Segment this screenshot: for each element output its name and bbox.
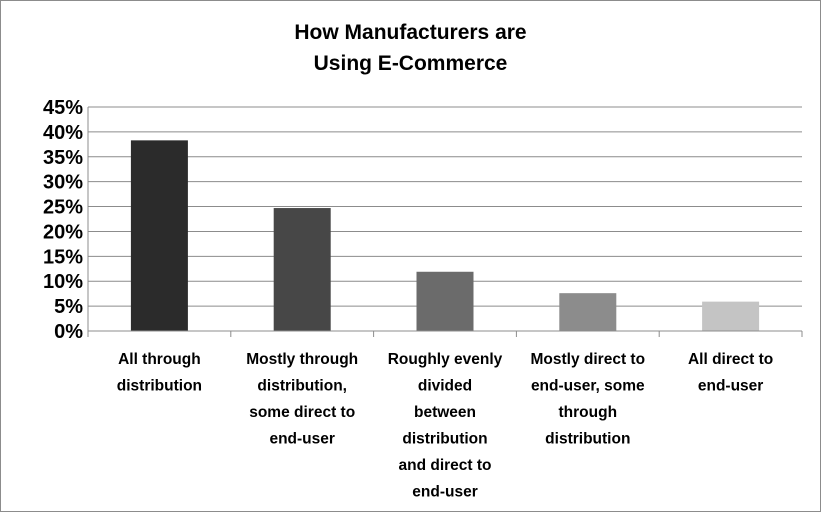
y-tick-label: 25% <box>43 197 83 219</box>
y-tick-label: 30% <box>43 172 83 194</box>
bar <box>702 301 760 331</box>
y-tick-label: 40% <box>43 122 83 144</box>
chart-title: How Manufacturers are Using E-Commerce <box>1 17 820 79</box>
axes <box>87 107 803 337</box>
y-tick-label: 20% <box>43 221 83 243</box>
chart-title-line-1: How Manufacturers are <box>294 21 527 44</box>
bar <box>416 271 474 331</box>
bar <box>273 208 331 331</box>
chart-title-line-2: Using E-Commerce <box>313 52 508 75</box>
y-tick-label: 0% <box>54 321 83 343</box>
bar <box>130 140 188 331</box>
y-tick-label: 5% <box>54 296 83 318</box>
category-label: Roughly evenly divided between distribution… <box>388 351 503 501</box>
bar <box>559 293 617 331</box>
y-tick-label: 10% <box>43 271 83 293</box>
y-tick-label: 45% <box>43 97 83 119</box>
category-label: Mostly direct to end-user, some through dis… <box>531 351 646 448</box>
category-label: All through distribution <box>117 351 202 395</box>
gridlines <box>88 106 802 307</box>
y-tick-label: 35% <box>43 147 83 169</box>
y-tick-label: 15% <box>43 246 83 268</box>
bars <box>130 140 760 331</box>
category-labels: All through distribution Mostly through dis… <box>117 351 773 501</box>
category-label: Mostly through distribution, some direct t… <box>246 351 358 448</box>
category-label: All direct to end-user <box>688 351 773 395</box>
y-tick-labels: 0% 5% 10% 15% 20%25% 30% 35% 40% 45% <box>43 97 83 343</box>
